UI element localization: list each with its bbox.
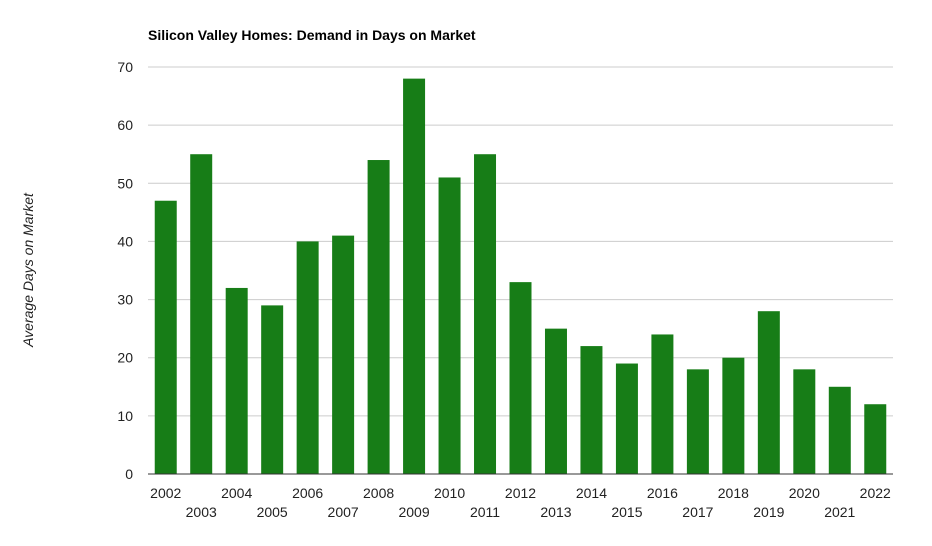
bar-2021 bbox=[828, 386, 851, 474]
bar-2008 bbox=[367, 160, 390, 474]
bar-2006 bbox=[296, 241, 319, 474]
y-axis-ticks: 0 10 20 30 40 50 60 70 bbox=[117, 59, 133, 482]
x-tick-label: 2022 bbox=[860, 485, 891, 501]
x-tick-label: 2018 bbox=[718, 485, 749, 501]
x-tick-label: 2016 bbox=[647, 485, 678, 501]
x-tick-label: 2009 bbox=[398, 504, 429, 520]
bar-2020 bbox=[793, 369, 816, 474]
bars bbox=[154, 78, 887, 474]
x-tick-label: 2011 bbox=[470, 504, 500, 520]
x-tick-label: 2019 bbox=[753, 504, 784, 520]
x-tick-label: 2007 bbox=[328, 504, 359, 520]
chart-title: Silicon Valley Homes: Demand in Days on … bbox=[148, 27, 476, 43]
x-tick-label: 2005 bbox=[257, 504, 288, 520]
y-tick-label: 0 bbox=[125, 466, 133, 482]
bar-2013 bbox=[544, 328, 567, 474]
x-tick-label: 2008 bbox=[363, 485, 394, 501]
x-tick-label: 2002 bbox=[150, 485, 181, 501]
bar-2017 bbox=[686, 369, 709, 474]
y-tick-label: 30 bbox=[117, 292, 133, 308]
x-tick-label: 2010 bbox=[434, 485, 465, 501]
bar-2003 bbox=[190, 154, 213, 474]
y-tick-label: 60 bbox=[117, 117, 133, 133]
x-tick-label: 2013 bbox=[540, 504, 571, 520]
x-tick-label: 2017 bbox=[682, 504, 713, 520]
bar-2011 bbox=[474, 154, 497, 474]
x-tick-label: 2004 bbox=[221, 485, 252, 501]
bar-2018 bbox=[722, 357, 745, 474]
bar-2005 bbox=[261, 305, 284, 474]
bar-2010 bbox=[438, 177, 461, 474]
bar-2019 bbox=[757, 311, 780, 474]
bar-2002 bbox=[154, 200, 177, 474]
bar-2015 bbox=[615, 363, 638, 474]
x-tick-label: 2006 bbox=[292, 485, 323, 501]
y-tick-label: 70 bbox=[117, 59, 133, 75]
x-tick-label: 2014 bbox=[576, 485, 607, 501]
x-tick-label: 2012 bbox=[505, 485, 536, 501]
bar-2007 bbox=[332, 235, 355, 474]
bar-2014 bbox=[580, 346, 603, 474]
bar-2022 bbox=[864, 404, 887, 474]
x-tick-label: 2003 bbox=[186, 504, 217, 520]
x-tick-label: 2020 bbox=[789, 485, 820, 501]
y-tick-label: 40 bbox=[117, 233, 133, 249]
y-tick-label: 10 bbox=[117, 408, 133, 424]
y-tick-label: 50 bbox=[117, 175, 133, 191]
x-tick-label: 2015 bbox=[611, 504, 642, 520]
y-tick-label: 20 bbox=[117, 350, 133, 366]
bar-2016 bbox=[651, 334, 674, 474]
bar-2012 bbox=[509, 282, 532, 474]
bar-2009 bbox=[403, 78, 426, 474]
bar-2004 bbox=[225, 287, 248, 474]
x-tick-label: 2021 bbox=[824, 504, 855, 520]
